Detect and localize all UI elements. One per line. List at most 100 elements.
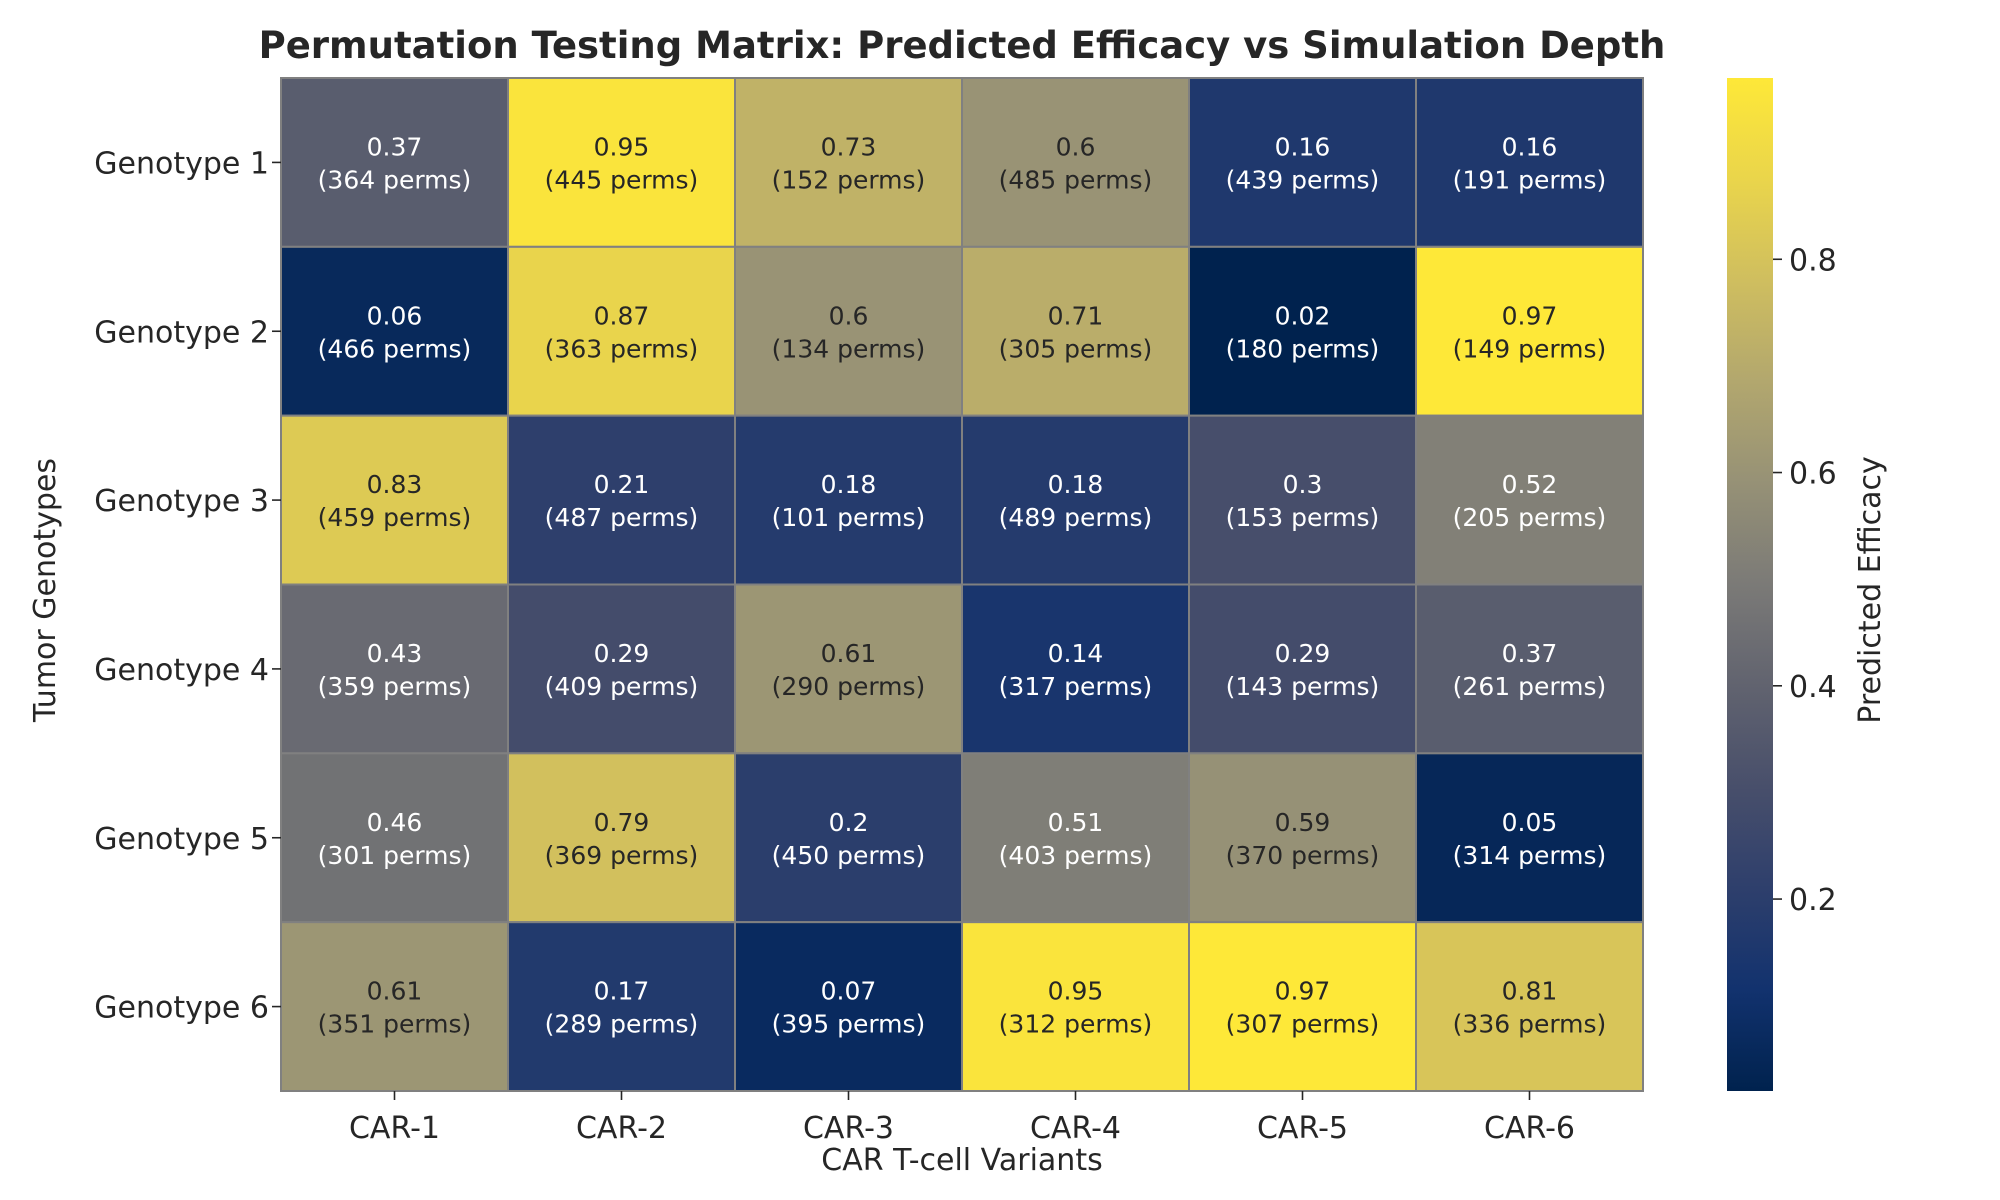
cell-perms-label: (191 perms)	[1453, 165, 1607, 194]
cell-value-label: 0.87	[594, 301, 650, 330]
y-tick-label: Genotype 1	[94, 146, 269, 181]
heatmap-cell	[1415, 414, 1644, 586]
heatmap-cell	[507, 583, 736, 755]
heatmap-cell	[734, 414, 963, 586]
cell-perms-label: (289 perms)	[545, 1010, 699, 1039]
colorbar-gradient	[1727, 78, 1773, 1091]
cell-value-label: 0.37	[367, 132, 423, 161]
cell-value-label: 0.29	[1275, 639, 1331, 668]
y-tick-label: Genotype 3	[94, 484, 269, 519]
cell-value-label: 0.81	[1502, 977, 1558, 1006]
heatmap-cell	[1415, 583, 1644, 755]
heatmap-cells	[280, 77, 1644, 1093]
cell-perms-label: (351 perms)	[318, 1010, 472, 1039]
heatmap-cell	[734, 245, 963, 417]
cell-perms-label: (489 perms)	[999, 503, 1153, 532]
heatmap-cell	[1415, 245, 1644, 417]
x-axis: CAR-1 CAR-2 CAR-3 CAR-4 CAR-5 CAR-6	[349, 1091, 1575, 1146]
x-axis-label: CAR T-cell Variants	[821, 1143, 1102, 1178]
x-tick-label: CAR-4	[1030, 1111, 1121, 1146]
cell-perms-label: (134 perms)	[772, 334, 926, 363]
heatmap-cell	[1188, 583, 1417, 755]
cell-perms-label: (370 perms)	[1226, 841, 1380, 870]
heatmap-cell	[1188, 77, 1417, 248]
heatmap-cell	[280, 245, 509, 417]
cell-value-label: 0.05	[1502, 808, 1558, 837]
cell-perms-label: (363 perms)	[545, 334, 699, 363]
cell-perms-label: (466 perms)	[318, 334, 472, 363]
cell-value-label: 0.18	[1048, 470, 1104, 499]
cell-perms-label: (290 perms)	[772, 672, 926, 701]
heatmap-cell	[507, 245, 736, 417]
x-tick-label: CAR-1	[349, 1111, 440, 1146]
heatmap-cell	[961, 245, 1190, 417]
colorbar: 0.2 0.4 0.6 0.8	[1727, 78, 1837, 1091]
heatmap-cell	[734, 921, 963, 1093]
y-tick-label: Genotype 4	[94, 653, 269, 688]
cell-value-label: 0.97	[1502, 301, 1558, 330]
heatmap-cell	[1415, 77, 1644, 248]
heatmap-cell	[280, 583, 509, 755]
colorbar-tick-label: 0.4	[1789, 670, 1837, 705]
y-axis-label: Tumor Genotypes	[28, 458, 63, 723]
heatmap-cell	[1188, 752, 1417, 924]
heatmap-cell	[1415, 752, 1644, 924]
cell-perms-label: (336 perms)	[1453, 1010, 1607, 1039]
cell-value-label: 0.6	[1056, 132, 1096, 161]
cell-value-label: 0.16	[1502, 132, 1558, 161]
cell-perms-label: (445 perms)	[545, 165, 699, 194]
cell-perms-label: (485 perms)	[999, 165, 1153, 194]
heatmap-cell	[280, 921, 509, 1093]
cell-perms-label: (314 perms)	[1453, 841, 1607, 870]
cell-value-label: 0.73	[821, 132, 877, 161]
heatmap-cell	[280, 752, 509, 924]
cell-perms-label: (152 perms)	[772, 165, 926, 194]
cell-perms-label: (487 perms)	[545, 503, 699, 532]
cell-perms-label: (364 perms)	[318, 165, 472, 194]
cell-perms-label: (450 perms)	[772, 841, 926, 870]
cell-perms-label: (180 perms)	[1226, 334, 1380, 363]
heatmap-cell	[507, 77, 736, 248]
cell-perms-label: (312 perms)	[999, 1010, 1153, 1039]
cell-value-label: 0.14	[1048, 639, 1104, 668]
heatmap-cell	[1188, 414, 1417, 586]
cell-perms-label: (101 perms)	[772, 503, 926, 532]
cell-value-label: 0.3	[1283, 470, 1323, 499]
cell-perms-label: (305 perms)	[999, 334, 1153, 363]
cell-value-label: 0.07	[821, 977, 877, 1006]
heatmap-cell-labels: 0.37 (364 perms) 0.95 (445 perms) 0.73 (152 p…	[318, 132, 1607, 1038]
x-tick-label: CAR-6	[1484, 1111, 1575, 1146]
cell-perms-label: (261 perms)	[1453, 672, 1607, 701]
cell-perms-label: (395 perms)	[772, 1010, 926, 1039]
heatmap-cell	[1188, 921, 1417, 1093]
colorbar-tick-label: 0.6	[1789, 457, 1837, 492]
heatmap-cell	[961, 583, 1190, 755]
cell-perms-label: (459 perms)	[318, 503, 472, 532]
cell-perms-label: (205 perms)	[1453, 503, 1607, 532]
cell-value-label: 0.16	[1275, 132, 1331, 161]
cell-perms-label: (369 perms)	[545, 841, 699, 870]
heatmap-cell	[1415, 921, 1644, 1093]
y-tick-label: Genotype 5	[94, 822, 269, 857]
cell-value-label: 0.2	[829, 808, 869, 837]
heatmap-cell	[507, 752, 736, 924]
cell-value-label: 0.52	[1502, 470, 1558, 499]
cell-perms-label: (301 perms)	[318, 841, 472, 870]
heatmap-cell	[734, 583, 963, 755]
heatmap-cell	[961, 752, 1190, 924]
heatmap-cell	[961, 414, 1190, 586]
cell-perms-label: (317 perms)	[999, 672, 1153, 701]
chart-title: Permutation Testing Matrix: Predicted Ef…	[259, 24, 1666, 67]
cell-value-label: 0.17	[594, 977, 650, 1006]
cell-value-label: 0.71	[1048, 301, 1104, 330]
heatmap-cell	[1188, 245, 1417, 417]
cell-value-label: 0.29	[594, 639, 650, 668]
cell-perms-label: (409 perms)	[545, 672, 699, 701]
x-tick-label: CAR-2	[576, 1111, 667, 1146]
cell-perms-label: (439 perms)	[1226, 165, 1380, 194]
cell-value-label: 0.06	[367, 301, 423, 330]
cell-value-label: 0.95	[594, 132, 650, 161]
colorbar-tick-label: 0.8	[1789, 243, 1837, 278]
cell-value-label: 0.61	[367, 977, 423, 1006]
